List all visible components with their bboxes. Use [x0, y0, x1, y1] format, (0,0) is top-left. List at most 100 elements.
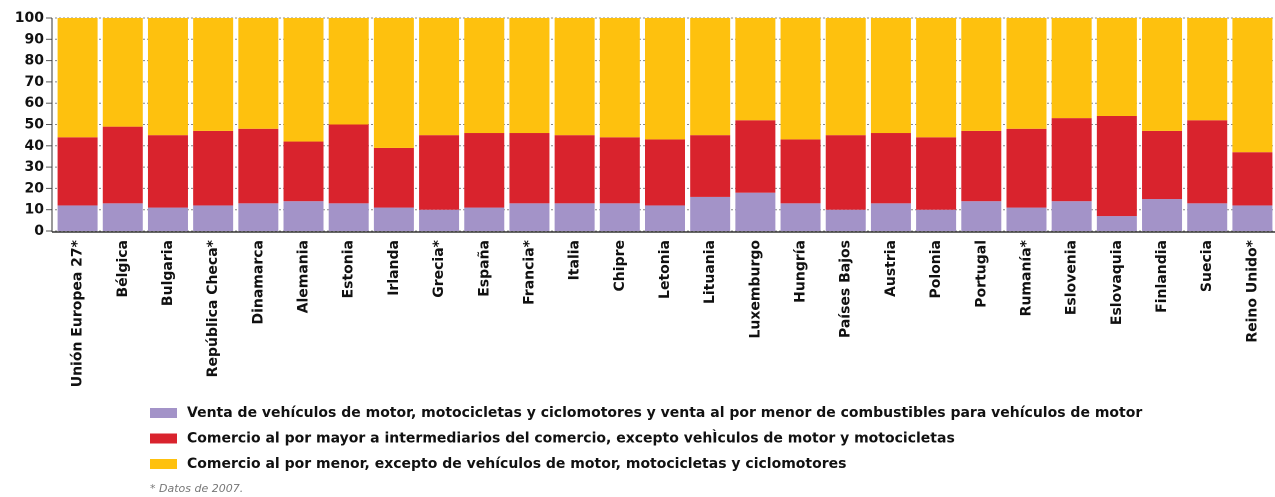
x-tick-label: Eslovenia — [1064, 240, 1080, 315]
x-tick-label: Polonia — [928, 240, 944, 299]
bar-segment — [645, 139, 685, 206]
x-tick-label: Grecia* — [431, 239, 447, 297]
bar-segment — [645, 205, 685, 231]
bar-segment — [509, 18, 550, 134]
bar-segment — [599, 203, 640, 231]
x-tick-label: Bulgaria — [160, 240, 176, 306]
bar-segment — [1187, 203, 1228, 231]
bar-segment — [690, 135, 731, 197]
bar-segment — [1232, 152, 1273, 206]
bar-segment — [1096, 18, 1137, 116]
bar-segment — [373, 18, 414, 148]
bar-segment — [645, 18, 685, 140]
bar-segment — [1142, 130, 1183, 200]
bar-segment — [509, 133, 550, 204]
x-tick-label: Irlanda — [386, 240, 402, 296]
bar-segment — [283, 141, 324, 202]
y-tick-label: 30 — [25, 159, 45, 175]
legend-swatch — [150, 408, 177, 418]
bar-segment — [735, 120, 776, 193]
x-tick-label: Bélgica — [115, 240, 131, 298]
bar-segment — [509, 203, 550, 231]
x-tick-label: Austria — [883, 240, 899, 297]
bar-segment — [780, 18, 821, 140]
legend-swatch — [150, 433, 177, 444]
x-tick-label: Rumanía* — [1018, 239, 1034, 316]
bar-segment — [238, 18, 279, 129]
x-tick-label: República Checa* — [205, 239, 221, 377]
bar-segment — [825, 209, 866, 231]
x-tick-label: Letonia — [657, 240, 673, 299]
bar-segment — [57, 205, 98, 231]
bar-segment — [1142, 18, 1183, 131]
legend-label: Venta de vehículos de motor, motocicleta… — [187, 405, 1142, 421]
x-tick-label: Eslovaquia — [1109, 240, 1125, 325]
y-tick-label: 40 — [25, 138, 45, 154]
x-tick-label: Países Bajos — [838, 240, 854, 338]
x-tick-label: Alemania — [296, 240, 312, 313]
bar-segment — [283, 18, 324, 142]
bar-segment — [328, 124, 369, 204]
y-tick-label: 20 — [25, 180, 45, 196]
legend-label: Comercio al por menor, excepto de vehícu… — [187, 456, 846, 472]
bar-segment — [1232, 18, 1273, 153]
bar-segment — [916, 209, 957, 231]
bar-segment — [1051, 18, 1092, 119]
bar-segment — [554, 203, 595, 231]
bar-segment — [193, 18, 234, 131]
bar-segment — [1187, 18, 1228, 121]
bar-segment — [916, 18, 957, 138]
legend-swatch — [150, 459, 177, 469]
y-tick-label: 90 — [25, 31, 45, 47]
legend-label: Comercio al por mayor a intermediarios d… — [187, 430, 955, 447]
y-tick-label: 0 — [34, 223, 44, 239]
bar-segment — [961, 201, 1002, 231]
y-tick-label: 60 — [25, 95, 45, 111]
x-tick-label: Luxemburgo — [747, 240, 763, 339]
bar-segment — [599, 18, 640, 138]
x-tick-label: España — [476, 240, 492, 297]
bar-segment — [147, 18, 188, 136]
x-tick-label: Reino Unido* — [1244, 239, 1260, 342]
bar-segment — [690, 18, 731, 136]
bar-segment — [870, 18, 911, 134]
bar-segment — [870, 203, 911, 231]
bar-segment — [1187, 120, 1228, 204]
x-tick-label: Lituania — [702, 240, 718, 304]
bar-segment — [419, 135, 460, 210]
bar-segment — [1006, 128, 1047, 208]
bar-segment — [102, 203, 143, 231]
bar-segment — [238, 128, 279, 204]
bar-segment — [283, 201, 324, 231]
bar-segment — [780, 203, 821, 231]
bar-segment — [1006, 207, 1047, 231]
bar-segment — [1096, 115, 1137, 217]
x-tick-label: Hungría — [793, 240, 809, 303]
x-tick-label: Francia* — [521, 239, 537, 305]
y-tick-label: 50 — [25, 117, 45, 133]
y-tick-label: 10 — [25, 202, 45, 218]
bar-segment — [147, 135, 188, 208]
bar-segment — [373, 147, 414, 208]
x-tick-label: Chipre — [612, 240, 628, 291]
bar-segment — [825, 18, 866, 136]
footnote: * Datos de 2007. — [150, 482, 243, 495]
bar-segment — [193, 130, 234, 206]
bar-segment — [238, 203, 279, 231]
y-tick-label: 100 — [15, 10, 44, 26]
bar-segment — [419, 209, 460, 231]
bar-segment — [1096, 216, 1137, 231]
bar-segment — [464, 133, 505, 208]
bar-segment — [328, 18, 369, 125]
bar-segment — [554, 18, 595, 136]
bar-segment — [57, 18, 98, 138]
x-tick-label: Estonia — [341, 240, 357, 298]
bar-segment — [1006, 18, 1047, 129]
x-tick-label: Suecia — [1199, 240, 1215, 292]
bar-segment — [102, 18, 143, 127]
bar-segment — [147, 207, 188, 231]
bar-segment — [464, 207, 505, 231]
bar-segment — [825, 135, 866, 210]
bar-segment — [328, 203, 369, 231]
x-tick-label: Unión Europea 27* — [70, 239, 86, 387]
